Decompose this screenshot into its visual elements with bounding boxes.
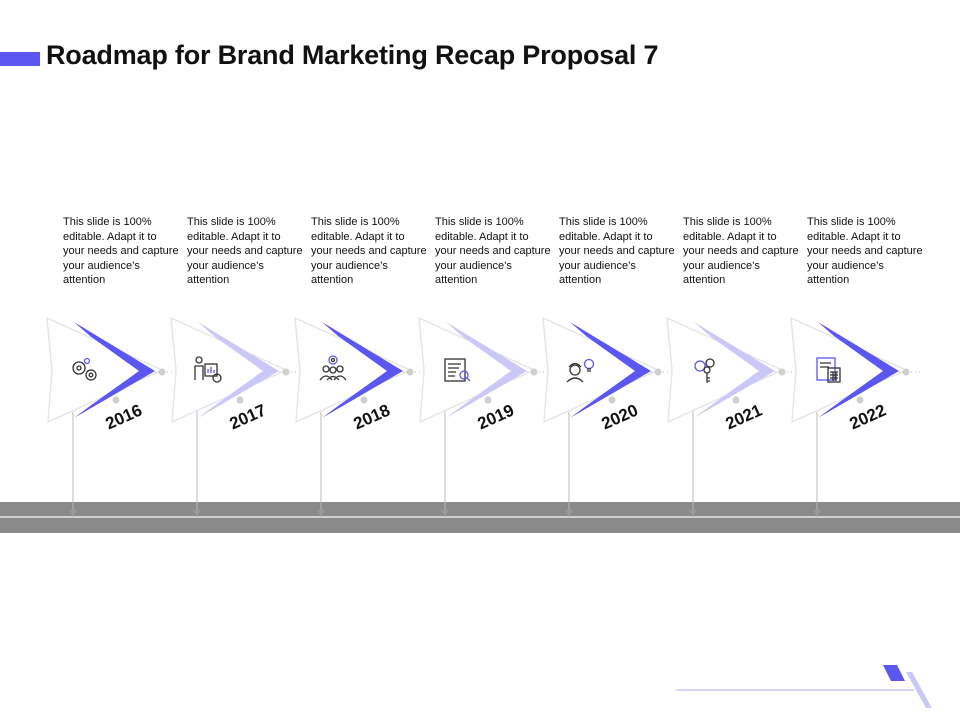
connector-arrowhead — [193, 510, 201, 517]
chevron-tip-dot — [902, 368, 910, 376]
team-target-icon — [319, 355, 347, 381]
chevron-band — [570, 322, 651, 418]
connector-arrowhead — [565, 510, 573, 517]
milestone-description-2019: This slide is 100% editable. Adapt it to… — [435, 216, 551, 286]
milestone-description-2017: This slide is 100% editable. Adapt it to… — [187, 216, 303, 286]
page-title: Roadmap for Brand Marketing Recap Propos… — [46, 40, 659, 70]
chevron-band — [322, 322, 403, 418]
key-gear-icon — [694, 358, 715, 383]
milestone-year: 2022 — [847, 401, 889, 434]
presenter-chart-icon — [194, 356, 222, 383]
connector-arrowhead — [441, 510, 449, 517]
milestone-description-2018: This slide is 100% editable. Adapt it to… — [311, 216, 427, 286]
milestone-description-2021: This slide is 100% editable. Adapt it to… — [683, 216, 799, 286]
milestone-description-2020: This slide is 100% editable. Adapt it to… — [559, 216, 675, 286]
worker-idea-icon — [566, 358, 595, 383]
milestone-description-2022: This slide is 100% editable. Adapt it to… — [807, 216, 923, 286]
milestone-year: 2017 — [227, 401, 269, 434]
year-dot — [608, 396, 616, 404]
connector-arrowhead — [317, 510, 325, 517]
chevron-tip-dot — [406, 368, 414, 376]
milestone-2016: 2016 — [46, 316, 179, 517]
milestone-2022: 2022 — [790, 316, 923, 517]
year-dot — [732, 396, 740, 404]
chevron-tip-dot — [158, 368, 166, 376]
connector-arrowhead — [689, 510, 697, 517]
chevron-band — [446, 322, 527, 418]
milestone-year: 2018 — [351, 401, 393, 434]
chevron-tip-dot — [654, 368, 662, 376]
document-search-icon — [444, 358, 471, 382]
chevron-tip-dot — [778, 368, 786, 376]
connector-arrowhead — [813, 510, 821, 517]
milestone-2019: 2019 — [418, 316, 551, 517]
milestone-year: 2016 — [103, 401, 145, 434]
milestone-description-2016: This slide is 100% editable. Adapt it to… — [63, 216, 179, 286]
title-accent-bar — [0, 52, 40, 66]
year-dot — [112, 396, 120, 404]
road-center-line — [0, 516, 960, 518]
year-dot — [856, 396, 864, 404]
chevron-band — [74, 322, 155, 418]
chevron-tip-dot — [530, 368, 538, 376]
gears-icon — [72, 357, 97, 381]
milestone-year: 2019 — [475, 401, 517, 434]
calculator-document-icon — [816, 357, 841, 383]
milestone-2017: 2017 — [170, 316, 303, 517]
year-dot — [484, 396, 492, 404]
year-dot — [236, 396, 244, 404]
corner-decoration — [676, 665, 932, 708]
chevron-band — [694, 322, 775, 418]
milestone-2021: 2021 — [666, 316, 799, 517]
chevron-band — [198, 322, 279, 418]
chevron-tip-dot — [282, 368, 290, 376]
year-dot — [360, 396, 368, 404]
milestone-2020: 2020 — [542, 316, 675, 517]
milestone-year: 2020 — [599, 401, 641, 434]
connector-arrowhead — [69, 510, 77, 517]
milestone-2018: 2018 — [294, 316, 427, 517]
milestone-year: 2021 — [723, 401, 765, 434]
chevron-band — [818, 322, 899, 418]
